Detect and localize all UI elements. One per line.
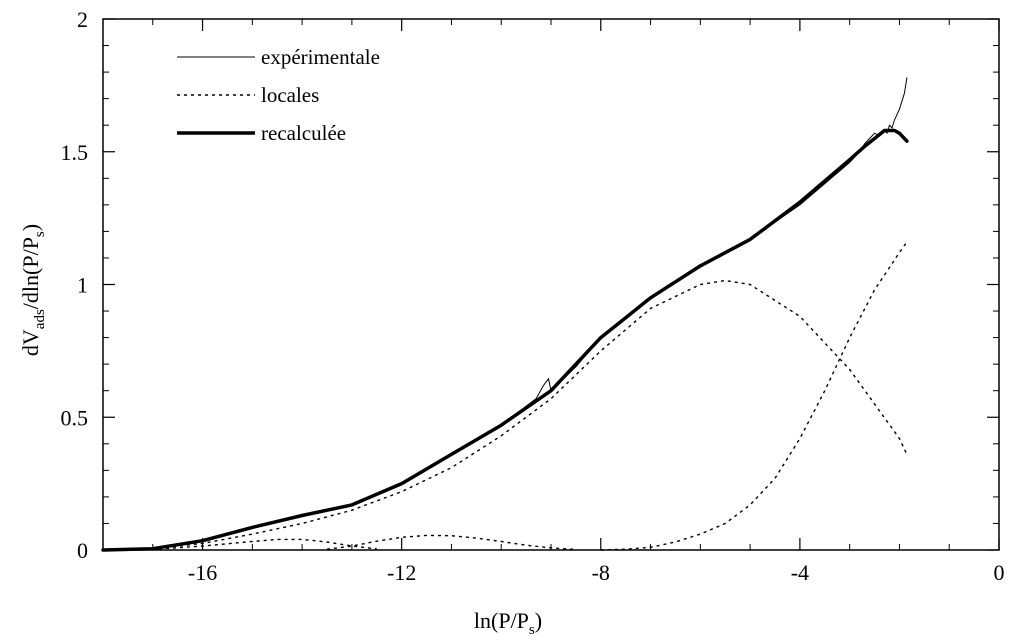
legend-label-locales: locales <box>261 83 319 107</box>
plot-frame <box>102 18 1000 551</box>
x-tick-label-2: -8 <box>592 560 610 585</box>
tick-labels: -16 -12 -8 -4 0 0 0.5 1 1.5 2 <box>61 7 1005 585</box>
y-tick-label-0: 0 <box>77 538 88 563</box>
series-locales-component-3 <box>102 279 908 551</box>
legend-label-experimentale: expérimentale <box>261 45 380 69</box>
series-recalculee <box>101 128 909 552</box>
y-tick-label-2: 1 <box>77 273 88 298</box>
series-layer <box>101 77 909 552</box>
x-tick-label-3: -4 <box>791 560 809 585</box>
y-axis-title: dVads/dln(P/Ps) <box>18 224 48 356</box>
legend: expérimentale locales recalculée <box>177 45 380 145</box>
y-tick-label-3: 1.5 <box>61 140 89 165</box>
x-axis-title: ln(P/Ps) <box>474 608 542 638</box>
series-locales-component-2 <box>326 534 576 551</box>
x-tick-label-0: -16 <box>188 560 217 585</box>
x-tick-label-4: 0 <box>994 560 1005 585</box>
series-locales-component-4 <box>600 241 908 551</box>
x-tick-label-1: -12 <box>387 560 416 585</box>
y-tick-label-4: 2 <box>77 7 88 32</box>
series-experimentale <box>102 77 908 551</box>
legend-label-recalculee: recalculée <box>261 121 346 145</box>
y-tick-label-1: 0.5 <box>61 405 89 430</box>
tick-marks <box>102 18 1000 551</box>
